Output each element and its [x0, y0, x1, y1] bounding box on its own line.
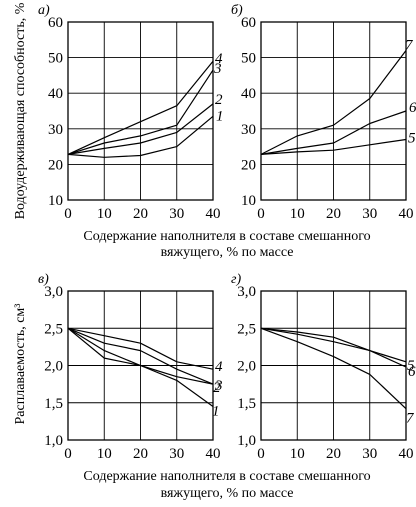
- x-tick-label-v-0: 0: [64, 446, 72, 462]
- y-tick-label-v-0: 1,0: [44, 433, 63, 449]
- series-line-g-5: [260, 327, 407, 363]
- x-tick-label-b-3: 30: [362, 206, 377, 222]
- y-axis-title-top: Водоудерживающая способность, %: [13, 2, 28, 219]
- y-tick-label-b-3: 40: [241, 86, 256, 102]
- x-axis-title-bottom-line1: Содержание наполнителя в составе смешанн…: [83, 469, 370, 484]
- series-line-b-7: [260, 50, 407, 155]
- x-axis-title-top-line2: вяжущего, % по массе: [161, 245, 294, 260]
- series-label-g-7: 7: [406, 411, 415, 427]
- y-tick-label-v-1: 1,5: [44, 396, 63, 412]
- x-tick-label-g-3: 30: [362, 446, 377, 462]
- x-tick-label-g-0: 0: [257, 446, 265, 462]
- series-label-v-3: 3: [214, 378, 223, 394]
- x-tick-label-v-4: 40: [206, 446, 221, 462]
- series-line-v-2: [67, 327, 214, 385]
- y-tick-label-a-1: 20: [48, 157, 63, 173]
- y-tick-label-b-4: 50: [241, 51, 256, 67]
- panel-label-b: б): [231, 3, 243, 18]
- series-line-b-5: [260, 138, 407, 155]
- series-label-g-6: 6: [408, 364, 416, 380]
- panel-g: г) 1,0 1,5 2,0 2,5 3,0 0 10 20 30 40 56 7: [231, 272, 416, 462]
- y-tick-label-a-2: 30: [48, 122, 63, 138]
- series-label-a-4: 4: [215, 51, 223, 67]
- plot-frame-v: [67, 290, 214, 441]
- series-label-a-3: 3: [213, 61, 222, 77]
- y-tick-label-b-1: 20: [241, 157, 256, 173]
- y-tick-label-a-4: 50: [48, 51, 63, 67]
- x-tick-label-a-4: 40: [206, 206, 221, 222]
- x-tick-label-b-2: 20: [326, 206, 341, 222]
- y-axis-title-bottom: Расплаваемость, см³: [13, 304, 28, 425]
- series-label-v-1: 1: [212, 403, 220, 419]
- x-tick-label-b-4: 40: [399, 206, 414, 222]
- series-label-v-4: 4: [215, 359, 223, 375]
- series-line-a-3: [67, 69, 214, 155]
- x-axis-title-top-line1: Содержание наполнителя в составе смешанн…: [83, 229, 370, 244]
- x-tick-label-a-1: 10: [97, 206, 112, 222]
- series-label-b-5: 5: [408, 130, 416, 146]
- x-tick-label-a-0: 0: [64, 206, 72, 222]
- panel-label-v: в): [38, 272, 49, 287]
- x-tick-label-a-2: 20: [133, 206, 148, 222]
- series-line-b-6: [260, 110, 407, 155]
- y-tick-label-v-3: 2,5: [44, 321, 63, 337]
- x-tick-label-a-3: 30: [169, 206, 184, 222]
- y-tick-label-g-4: 3,0: [237, 284, 256, 300]
- plot-frame-g: [260, 290, 407, 441]
- series-line-a-1: [67, 115, 214, 158]
- x-tick-label-g-1: 10: [290, 446, 305, 462]
- y-tick-label-b-5: 60: [241, 15, 256, 31]
- series-label-a-2: 2: [215, 92, 223, 108]
- x-tick-label-b-1: 10: [290, 206, 305, 222]
- series-line-g-6: [260, 327, 407, 368]
- y-tick-label-a-5: 60: [48, 15, 63, 31]
- y-tick-label-a-0: 10: [48, 193, 63, 209]
- series-line-a-2: [67, 103, 214, 155]
- series-label-g-5: 5: [407, 358, 415, 374]
- series-label-b-7: 7: [405, 37, 414, 53]
- y-tick-label-a-3: 40: [48, 86, 63, 102]
- panel-label-a: а): [38, 3, 50, 18]
- y-tick-label-v-2: 2,0: [44, 359, 63, 375]
- x-tick-label-v-1: 10: [97, 446, 112, 462]
- plot-frame-a: [67, 21, 214, 201]
- y-tick-label-g-1: 1,5: [237, 396, 256, 412]
- x-tick-label-v-3: 30: [169, 446, 184, 462]
- y-tick-label-g-0: 1,0: [237, 433, 256, 449]
- x-tick-label-v-2: 20: [133, 446, 148, 462]
- series-label-v-2: 2: [213, 380, 221, 396]
- y-tick-label-b-0: 10: [241, 193, 256, 209]
- series-line-v-3: [67, 327, 214, 385]
- series-line-v-4: [67, 327, 214, 370]
- x-tick-label-g-4: 40: [399, 446, 414, 462]
- panel-label-g: г): [231, 272, 241, 287]
- y-tick-label-g-3: 2,5: [237, 321, 256, 337]
- y-tick-label-v-4: 3,0: [44, 284, 63, 300]
- x-tick-label-g-2: 20: [326, 446, 341, 462]
- y-tick-label-g-2: 2,0: [237, 359, 256, 375]
- series-line-g-7: [260, 327, 407, 410]
- x-tick-label-b-0: 0: [257, 206, 265, 222]
- series-label-a-1: 1: [216, 108, 224, 124]
- y-tick-label-b-2: 30: [241, 122, 256, 138]
- panel-v: в) 1,0 1,5 2,0 2,5 3,0 0 10 20 30 40 1 23 4: [38, 272, 223, 462]
- series-line-a-4: [67, 60, 214, 155]
- x-axis-title-bottom-line2: вяжущего, % по массе: [161, 486, 294, 501]
- series-label-b-6: 6: [409, 100, 416, 116]
